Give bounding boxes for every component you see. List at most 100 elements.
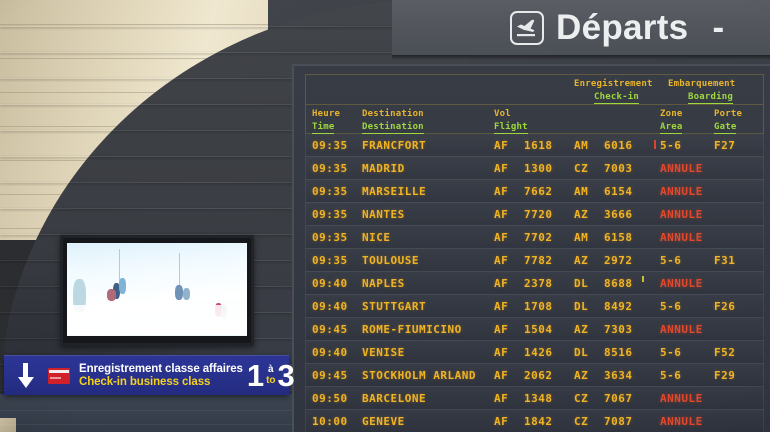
departures-banner: Départs - [392, 0, 770, 55]
cell-flight-number-codeshare: 7087 [604, 415, 633, 428]
cell-carrier-primary: AF [494, 369, 509, 382]
cell-carrier-codeshare: AZ [574, 208, 589, 221]
row-highlight-marker-icon [642, 276, 644, 282]
wall-rib [0, 104, 470, 105]
wall-rib [0, 52, 470, 53]
cell-destination: GENEVE [362, 415, 405, 428]
cell-destination: STUTTGART [362, 300, 427, 313]
flight-rows: 09:35 FRANCFORT AF 1618 AM 6016 5-6 F27 09:35 MAD… [305, 134, 764, 432]
cell-carrier-codeshare: CZ [574, 415, 589, 428]
status-badge-cancelled: ANNULE [660, 208, 703, 221]
sign-label-fr: Enregistrement classe affaires [79, 363, 243, 376]
wall-rib [0, 182, 470, 183]
cell-flight-number-primary: 1426 [524, 346, 553, 359]
range-end: 3 [277, 358, 295, 393]
cell-flight-number-primary: 7662 [524, 185, 553, 198]
header-boarding-en: Boarding [688, 92, 733, 104]
cell-carrier-codeshare: CZ [574, 392, 589, 405]
wall-rib [0, 26, 470, 27]
cell-time: 09:40 [312, 346, 348, 359]
col-gate-en: Gate [714, 122, 737, 134]
lower-wall-panel [0, 394, 300, 432]
cell-flight-number-primary: 7782 [524, 254, 553, 267]
cell-carrier-primary: AF [494, 139, 509, 152]
wall-rib [0, 208, 470, 209]
table-row: 09:35 MARSEILLE AF 7662 AM 6154 ANNULE [305, 180, 764, 203]
cell-flight-number-codeshare: 6154 [604, 185, 633, 198]
cell-carrier-primary: AF [494, 323, 509, 336]
cell-boarding-gate: F52 [714, 346, 736, 359]
cell-flight-number-codeshare: 2972 [604, 254, 633, 267]
cell-flight-number-codeshare: 7303 [604, 323, 633, 336]
status-badge-cancelled: ANNULE [660, 392, 703, 405]
cell-flight-number-primary: 2062 [524, 369, 553, 382]
status-badge-cancelled: ANNULE [660, 231, 703, 244]
cell-checkin-zone: 5-6 [660, 346, 682, 359]
cell-flight-number-primary: 1348 [524, 392, 553, 405]
cell-flight-number-codeshare: 3634 [604, 369, 633, 382]
wall-rib [0, 78, 470, 79]
col-time-fr: Heure [312, 109, 341, 119]
cell-time: 09:45 [312, 323, 348, 336]
header-checkin-fr: Enregistrement [574, 79, 653, 89]
cell-flight-number-codeshare: 3666 [604, 208, 633, 221]
cell-destination: NICE [362, 231, 391, 244]
cell-carrier-primary: AF [494, 254, 509, 267]
table-row: 09:35 TOULOUSE AF 7782 AZ 2972 5-6 F31 [305, 249, 764, 272]
status-badge-cancelled: ANNULE [660, 323, 703, 336]
cell-flight-number-codeshare: 8688 [604, 277, 633, 290]
cell-destination: VENISE [362, 346, 405, 359]
cell-time: 09:40 [312, 300, 348, 313]
table-row: 09:35 FRANCFORT AF 1618 AM 6016 5-6 F27 [305, 134, 764, 157]
checkin-business-class-sign: Enregistrement classe affaires Check-in … [4, 355, 295, 395]
cell-carrier-primary: AF [494, 346, 509, 359]
cell-flight-number-codeshare: 8492 [604, 300, 633, 313]
col-destination-en: Destination [362, 122, 424, 134]
col-zone-fr: Zone [660, 109, 683, 119]
cell-destination: MADRID [362, 162, 405, 175]
cell-flight-number-codeshare: 6016 [604, 139, 633, 152]
header-boarding-fr: Embarquement [668, 79, 736, 89]
sign-label-en: Check-in business class [79, 375, 211, 388]
cell-checkin-zone: 5-6 [660, 139, 682, 152]
board-column-header: Heure Time Destination Destination Vol F… [305, 104, 764, 134]
table-row: 09:45 ROME-FIUMICINO AF 1504 AZ 7303 ANNULE [305, 318, 764, 341]
col-destination-fr: Destination [362, 109, 424, 119]
col-flight-fr: Vol [494, 109, 511, 119]
cell-destination: NANTES [362, 208, 405, 221]
cell-carrier-codeshare: DL [574, 277, 589, 290]
cell-boarding-gate: F26 [714, 300, 736, 313]
departures-title: Départs [556, 8, 689, 47]
range-connector-fr: à [268, 364, 274, 375]
cell-carrier-primary: AF [494, 208, 509, 221]
beige-wall-seam [0, 24, 330, 25]
cell-flight-number-codeshare: 6158 [604, 231, 633, 244]
cell-flight-number-codeshare: 7067 [604, 392, 633, 405]
range-connector-en: to [266, 374, 276, 386]
arrow-down-icon [16, 362, 36, 389]
banner-shadow [392, 55, 770, 60]
cell-carrier-codeshare: CZ [574, 162, 589, 175]
cell-time: 09:45 [312, 369, 348, 382]
table-row: 09:35 NICE AF 7702 AM 6158 ANNULE [305, 226, 764, 249]
cell-flight-number-codeshare: 8516 [604, 346, 633, 359]
departures-dash: - [712, 7, 725, 47]
status-badge-cancelled: ANNULE [660, 162, 703, 175]
cell-carrier-codeshare: AZ [574, 323, 589, 336]
cell-carrier-codeshare: AM [574, 139, 589, 152]
wall-rib [0, 234, 470, 235]
departure-board: Enregistrement Check-in Embarquement Boa… [292, 64, 770, 432]
status-badge-cancelled: ANNULE [660, 185, 703, 198]
cell-carrier-codeshare: DL [574, 300, 589, 313]
cell-flight-number-primary: 1300 [524, 162, 553, 175]
monitor-screen [67, 243, 247, 336]
cell-time: 09:40 [312, 277, 348, 290]
table-row: 09:35 MADRID AF 1300 CZ 7003 ANNULE [305, 157, 764, 180]
table-row: 09:40 NAPLES AF 2378 DL 8688 ANNULE [305, 272, 764, 295]
cell-time: 09:35 [312, 185, 348, 198]
col-time-en: Time [312, 122, 335, 134]
desk-range: 1 à to 3 [247, 360, 295, 391]
sign-text-block: Enregistrement classe affaires Check-in … [79, 363, 243, 388]
cell-flight-number-primary: 1618 [524, 139, 553, 152]
